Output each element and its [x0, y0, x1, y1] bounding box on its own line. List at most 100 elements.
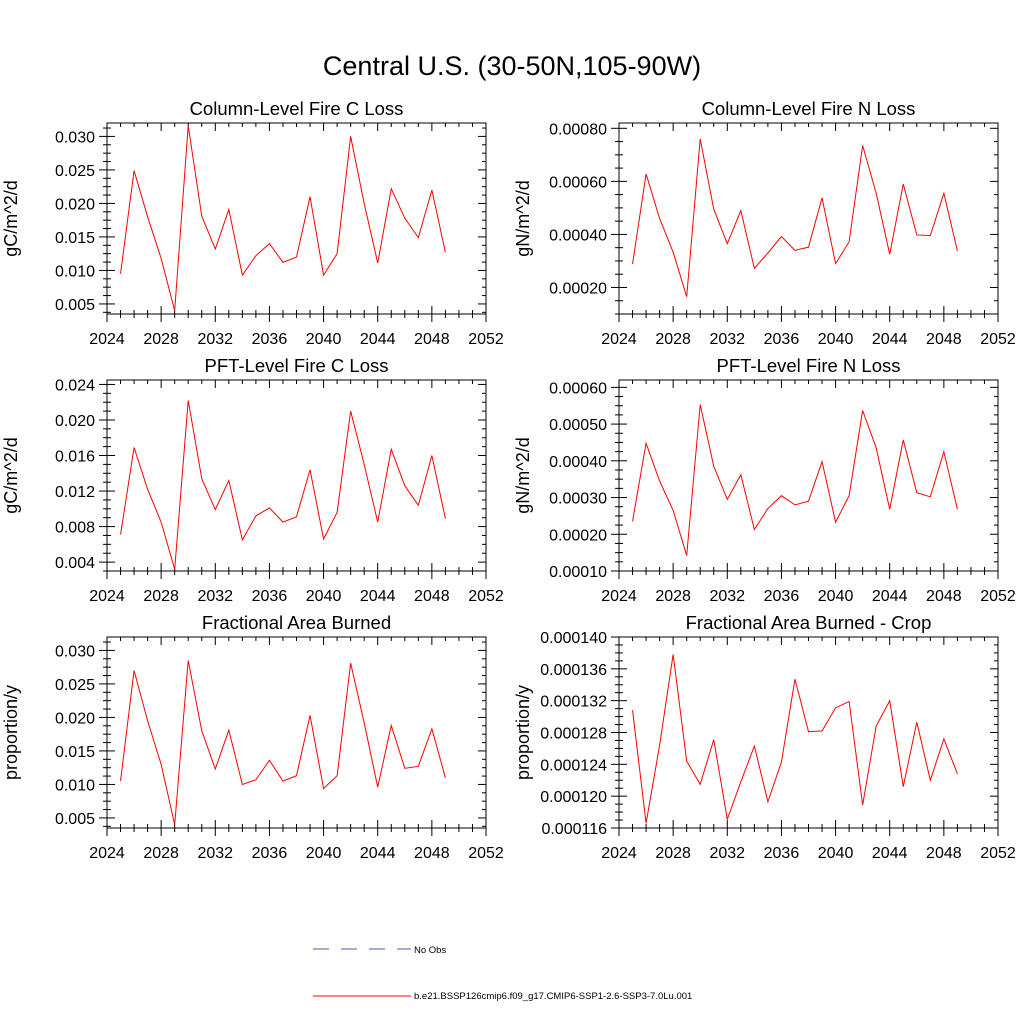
x-tick-label: 2024 [601, 331, 637, 348]
x-tick-label: 2036 [764, 588, 800, 605]
y-tick-label: 0.030 [55, 643, 95, 660]
x-tick-label: 2028 [655, 331, 691, 348]
x-tick-label: 2036 [764, 845, 800, 862]
x-tick-label: 2048 [926, 331, 962, 348]
y-tick-label: 0.016 [55, 449, 95, 466]
x-tick-label: 2052 [980, 588, 1016, 605]
chart-panel-fractional-area-burned: Fractional Area Burned 2024 2028 2032 2036 20… [1, 612, 504, 862]
x-tick-label: 2028 [143, 331, 179, 348]
figure-title: Central U.S. (30-50N,105-90W) [323, 51, 701, 81]
panel-title: Fractional Area Burned - Crop [686, 612, 932, 633]
y-axis-label: proportion/y [513, 685, 533, 780]
x-tick-label: 2024 [601, 588, 637, 605]
y-tick-label: 0.005 [55, 811, 95, 828]
x-tick-label: 2032 [197, 331, 233, 348]
panel-title: Fractional Area Burned [202, 612, 391, 633]
series-line-0 [120, 125, 446, 311]
plot-frame [618, 122, 999, 315]
series-line-0 [120, 400, 446, 570]
x-tick-label: 2052 [468, 331, 504, 348]
x-tick-label: 2036 [764, 331, 800, 348]
x-tick-label: 2040 [306, 331, 342, 348]
legend-label-no-obs: No Obs [414, 945, 446, 956]
series-line-0 [632, 404, 958, 556]
y-tick-label: 0.000140 [540, 630, 607, 647]
y-tick-label: 0.025 [55, 677, 95, 694]
plot-frame [106, 379, 487, 572]
y-tick-label: 0.00020 [549, 280, 607, 297]
y-axis-label: gC/m^2/d [1, 437, 21, 513]
y-tick-label: 0.020 [55, 413, 95, 430]
y-tick-label: 0.000132 [540, 694, 607, 711]
x-tick-label: 2032 [197, 588, 233, 605]
y-tick-label: 0.00060 [549, 380, 607, 397]
x-tick-label: 2048 [414, 331, 450, 348]
y-axis-label: gN/m^2/d [513, 180, 533, 256]
y-axis-label: gN/m^2/d [513, 437, 533, 513]
x-tick-label: 2044 [360, 331, 396, 348]
x-tick-label: 2048 [414, 845, 450, 862]
x-tick-label: 2048 [926, 845, 962, 862]
plot-frame [618, 379, 999, 572]
legend-label-model-run: b.e21.BSSP126cmip6.f09_g17.CMIP6-SSP1-2.… [414, 991, 692, 1002]
y-tick-label: 0.030 [55, 129, 95, 146]
x-tick-label: 2052 [980, 331, 1016, 348]
chart-panel-column-level-fire-n-loss: Column-Level Fire N Loss 2024 2028 2032 2036… [513, 98, 1016, 348]
x-tick-label: 2040 [818, 588, 854, 605]
x-tick-label: 2028 [143, 845, 179, 862]
y-tick-label: 0.015 [55, 230, 95, 247]
x-tick-label: 2028 [143, 588, 179, 605]
y-axis-label: gC/m^2/d [1, 180, 21, 256]
y-tick-label: 0.00060 [549, 174, 607, 191]
panel-title: Column-Level Fire C Loss [190, 98, 404, 119]
panels-group: Column-Level Fire C Loss 2024 2028 2032 2036… [1, 98, 1016, 862]
x-tick-label: 2032 [709, 845, 745, 862]
y-tick-label: 0.012 [55, 484, 95, 501]
y-tick-label: 0.010 [55, 263, 95, 280]
y-tick-label: 0.00040 [549, 454, 607, 471]
y-tick-label: 0.010 [55, 777, 95, 794]
plot-frame [106, 122, 487, 315]
legend: No Obs b.e21.BSSP126cmip6.f09_g17.CMIP6-… [313, 945, 692, 1002]
x-tick-label: 2028 [655, 588, 691, 605]
y-tick-label: 0.00050 [549, 417, 607, 434]
x-tick-label: 2044 [872, 845, 908, 862]
y-tick-label: 0.00080 [549, 121, 607, 138]
x-tick-label: 2044 [872, 588, 908, 605]
chart-panel-fractional-area-burned-crop: Fractional Area Burned - Crop 2024 2028 203… [513, 612, 1016, 862]
x-tick-label: 2044 [872, 331, 908, 348]
x-tick-label: 2040 [818, 845, 854, 862]
y-tick-label: 0.000124 [540, 757, 607, 774]
y-tick-label: 0.015 [55, 744, 95, 761]
x-tick-label: 2024 [89, 331, 125, 348]
x-tick-label: 2024 [601, 845, 637, 862]
x-tick-label: 2040 [306, 845, 342, 862]
x-tick-label: 2052 [468, 845, 504, 862]
x-tick-label: 2048 [414, 588, 450, 605]
y-tick-label: 0.000120 [540, 789, 607, 806]
x-tick-label: 2044 [360, 845, 396, 862]
series-line-0 [120, 660, 446, 825]
x-tick-label: 2032 [709, 331, 745, 348]
x-tick-label: 2024 [89, 588, 125, 605]
panel-title: PFT-Level Fire C Loss [204, 355, 388, 376]
x-tick-label: 2028 [655, 845, 691, 862]
y-tick-label: 0.004 [55, 555, 95, 572]
y-tick-label: 0.024 [55, 377, 95, 394]
y-tick-label: 0.025 [55, 163, 95, 180]
series-line-0 [632, 138, 958, 297]
x-tick-label: 2032 [197, 845, 233, 862]
plot-frame [618, 636, 999, 829]
y-tick-label: 0.00020 [549, 527, 607, 544]
x-tick-label: 2040 [818, 331, 854, 348]
x-tick-label: 2032 [709, 588, 745, 605]
y-tick-label: 0.000128 [540, 726, 607, 743]
x-tick-label: 2036 [252, 845, 288, 862]
y-tick-label: 0.020 [55, 710, 95, 727]
x-tick-label: 2036 [252, 588, 288, 605]
series-line-0 [632, 654, 958, 824]
plot-frame [106, 636, 487, 829]
y-tick-label: 0.005 [55, 297, 95, 314]
x-tick-label: 2052 [980, 845, 1016, 862]
panel-title: Column-Level Fire N Loss [702, 98, 916, 119]
